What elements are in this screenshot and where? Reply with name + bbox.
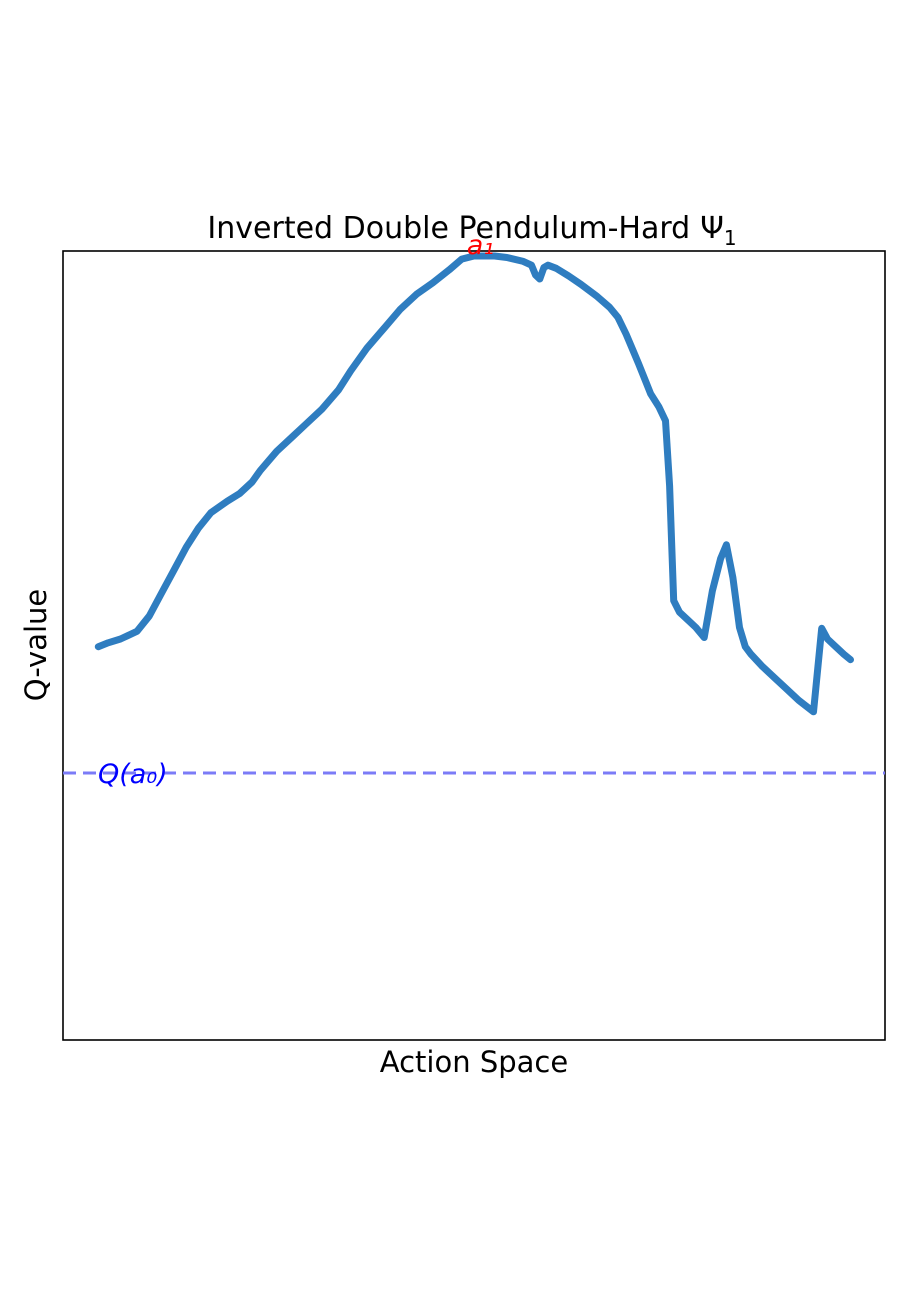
chart-title-subscript: 1	[724, 226, 737, 250]
y-axis-label: Q-value	[19, 589, 53, 702]
series-group	[94, 252, 854, 716]
chart-title-text: Inverted Double Pendulum-Hard	[207, 211, 690, 246]
plot-area-frame	[62, 250, 886, 1041]
x-axis-label: Action Space	[380, 1045, 568, 1079]
annotation-q-a0: Q(a₀)	[98, 759, 168, 790]
annotation-a1: a₁	[467, 230, 494, 261]
chart-title-symbol: Ψ	[700, 211, 724, 246]
chart-title: Inverted Double Pendulum-Hard Ψ1	[207, 211, 736, 250]
series-line-0	[94, 252, 854, 716]
